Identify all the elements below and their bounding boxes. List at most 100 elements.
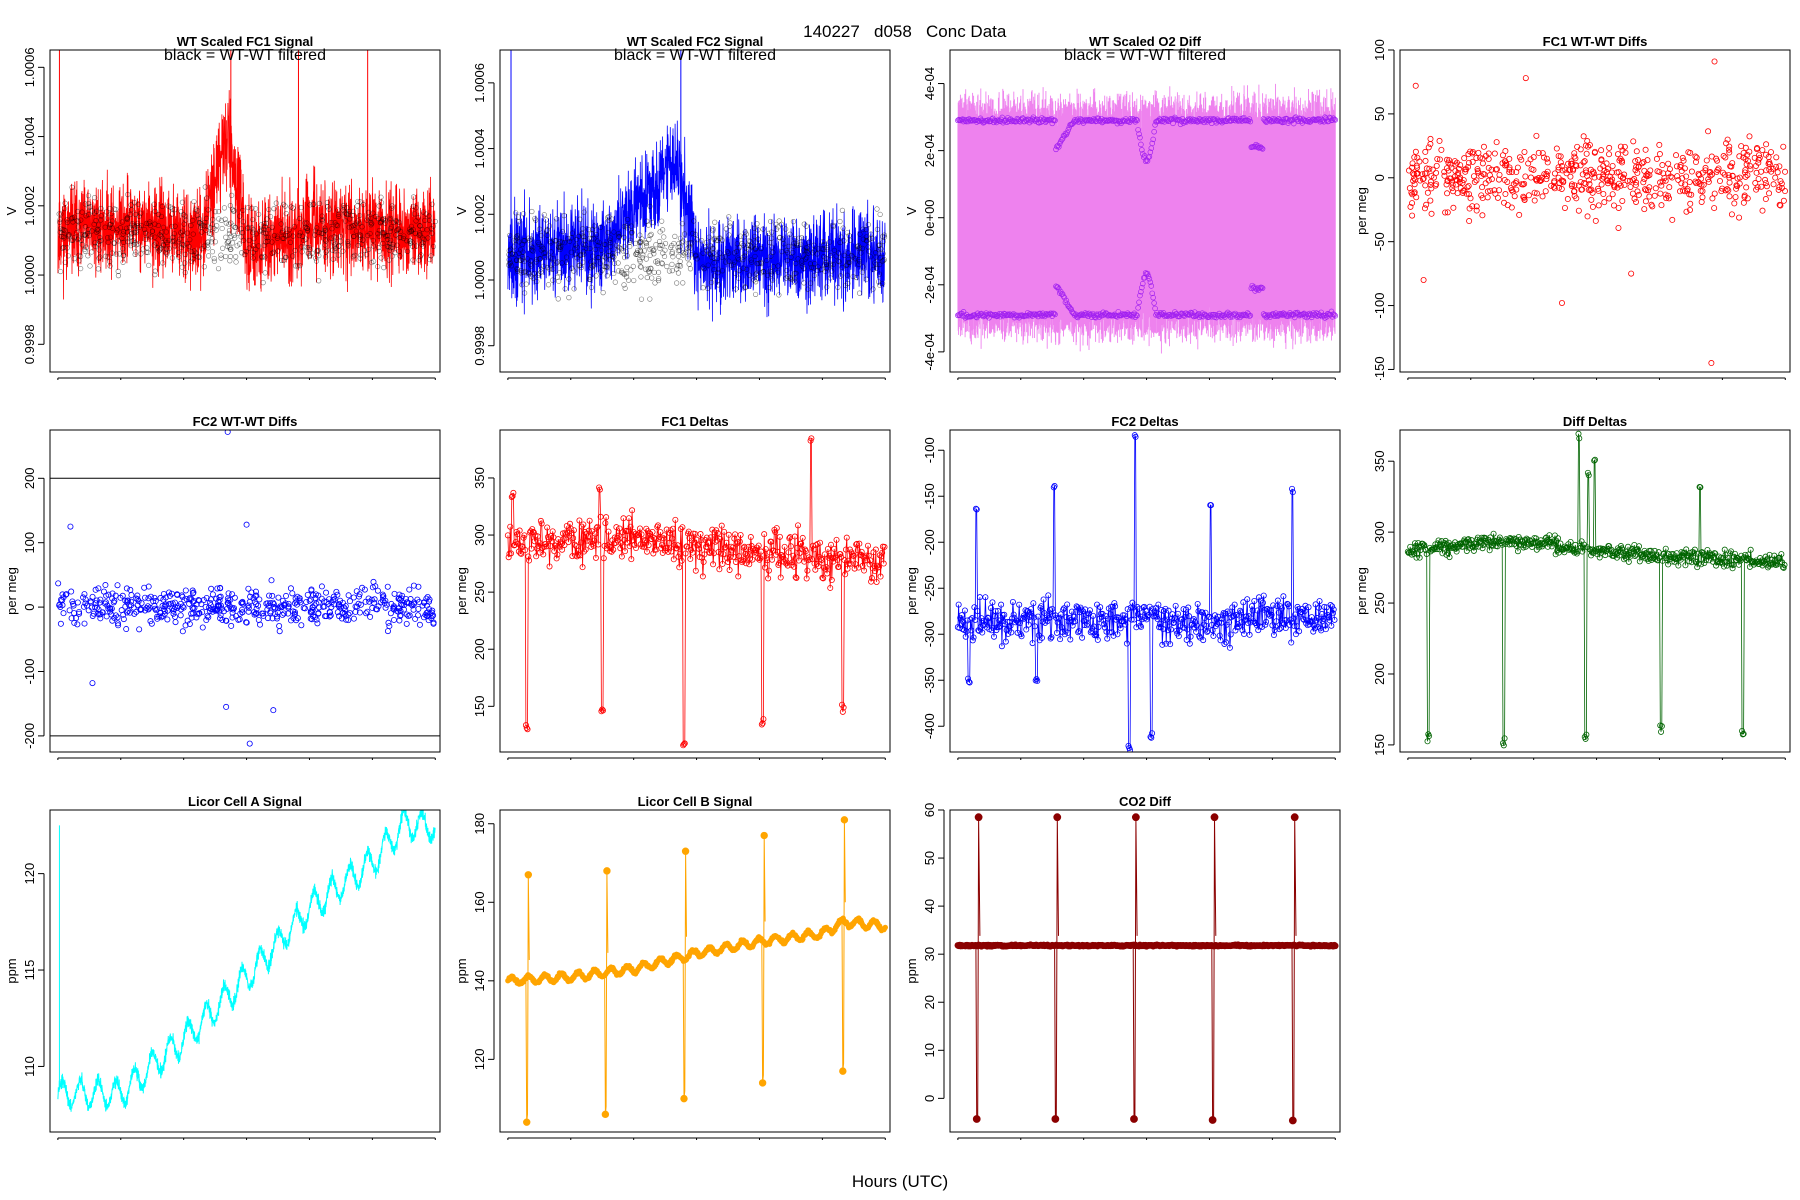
filtered-point (732, 270, 738, 276)
scatter-point (214, 606, 221, 613)
filtered-point (283, 210, 289, 217)
delta-point (761, 531, 768, 538)
scatter-point (74, 621, 81, 628)
delta-point (655, 522, 662, 529)
filtered-point (82, 201, 88, 207)
delta-point (1221, 640, 1228, 647)
diff-point (1150, 294, 1156, 301)
filtered-point (376, 244, 382, 251)
scatter-point (1753, 169, 1760, 176)
scatter-point (301, 605, 308, 612)
delta-point (1536, 544, 1543, 551)
filtered-point (147, 219, 153, 225)
scatter-point (196, 610, 203, 617)
filtered-point (307, 246, 313, 253)
scatter-point (1446, 175, 1453, 182)
filtered-point (625, 277, 632, 283)
filtered-point (138, 210, 144, 216)
filtered-point (855, 243, 861, 249)
filtered-point (389, 205, 395, 211)
delta-point (1440, 545, 1447, 552)
filtered-point (587, 276, 593, 283)
scatter-point (1615, 224, 1622, 231)
scatter-point (1725, 172, 1732, 179)
filtered-point (407, 240, 414, 247)
chart-annotation: black = WT-WT filtered (1064, 47, 1226, 64)
scatter-point (1559, 167, 1566, 174)
scatter-point (269, 592, 276, 599)
filtered-point (182, 213, 188, 219)
scatter-point (202, 603, 209, 610)
scatter-point (1755, 175, 1762, 182)
filtered-point (583, 245, 589, 251)
delta-point (803, 575, 810, 582)
filtered-point (293, 263, 299, 269)
scatter-point (1568, 182, 1575, 189)
scatter-point (229, 614, 236, 621)
filtered-point (824, 284, 830, 290)
filtered-point (835, 284, 841, 290)
delta-point (1111, 600, 1118, 607)
diff-point (1069, 308, 1075, 315)
filtered-point (375, 263, 381, 270)
delta-point (666, 540, 673, 547)
delta-point (1078, 606, 1085, 613)
scatter-point (1740, 149, 1747, 156)
diff-point (1063, 297, 1070, 304)
y-tick-label: 1.0004 (472, 129, 487, 169)
diff-point (1051, 117, 1057, 123)
scatter-point (1422, 157, 1429, 164)
delta-point (1184, 626, 1191, 633)
delta-point (654, 523, 661, 530)
filtered-point (410, 194, 417, 200)
scatter-point (145, 583, 152, 590)
scatter-point (1452, 161, 1459, 168)
scatter-point (186, 620, 193, 627)
filtered-point (701, 266, 707, 272)
filtered-point (824, 247, 830, 253)
filtered-point (554, 260, 560, 266)
delta-point (1101, 621, 1108, 628)
delta-point (631, 541, 638, 548)
series-lower (955, 270, 1339, 321)
scatter-point (369, 604, 376, 611)
delta-point (510, 489, 517, 496)
delta-point (717, 535, 724, 542)
filtered-point (615, 260, 621, 266)
filtered-point (769, 269, 775, 275)
filtered-point (357, 232, 363, 238)
delta-point (1589, 546, 1596, 553)
filtered-point (571, 268, 577, 274)
scatter-point (1466, 205, 1473, 212)
filtered-point (679, 221, 685, 227)
filtered-point (821, 241, 827, 248)
delta-point (744, 550, 751, 557)
filtered-point (62, 228, 68, 234)
filtered-point (680, 252, 686, 258)
filtered-point (656, 275, 662, 282)
delta-point (1331, 616, 1338, 623)
filtered-point (227, 258, 233, 264)
delta-point (1321, 603, 1328, 610)
filtered-point (597, 224, 604, 230)
filtered-point (744, 242, 751, 248)
delta-point (632, 530, 639, 537)
filtered-point (522, 290, 528, 296)
scatter-point (1673, 163, 1680, 170)
filtered-point (611, 260, 618, 266)
diff-point (960, 309, 967, 315)
scatter-point (1425, 144, 1432, 151)
scatter-point (1776, 201, 1783, 208)
filtered-point (849, 253, 855, 259)
filtered-point (736, 275, 742, 281)
diff-point (1052, 311, 1058, 318)
delta-point (1064, 629, 1071, 636)
filtered-point (413, 205, 419, 211)
delta-point (1057, 611, 1064, 618)
scatter-point (1688, 168, 1695, 175)
delta-point (706, 549, 713, 556)
scatter-point (141, 584, 148, 591)
delta-point (827, 584, 834, 591)
